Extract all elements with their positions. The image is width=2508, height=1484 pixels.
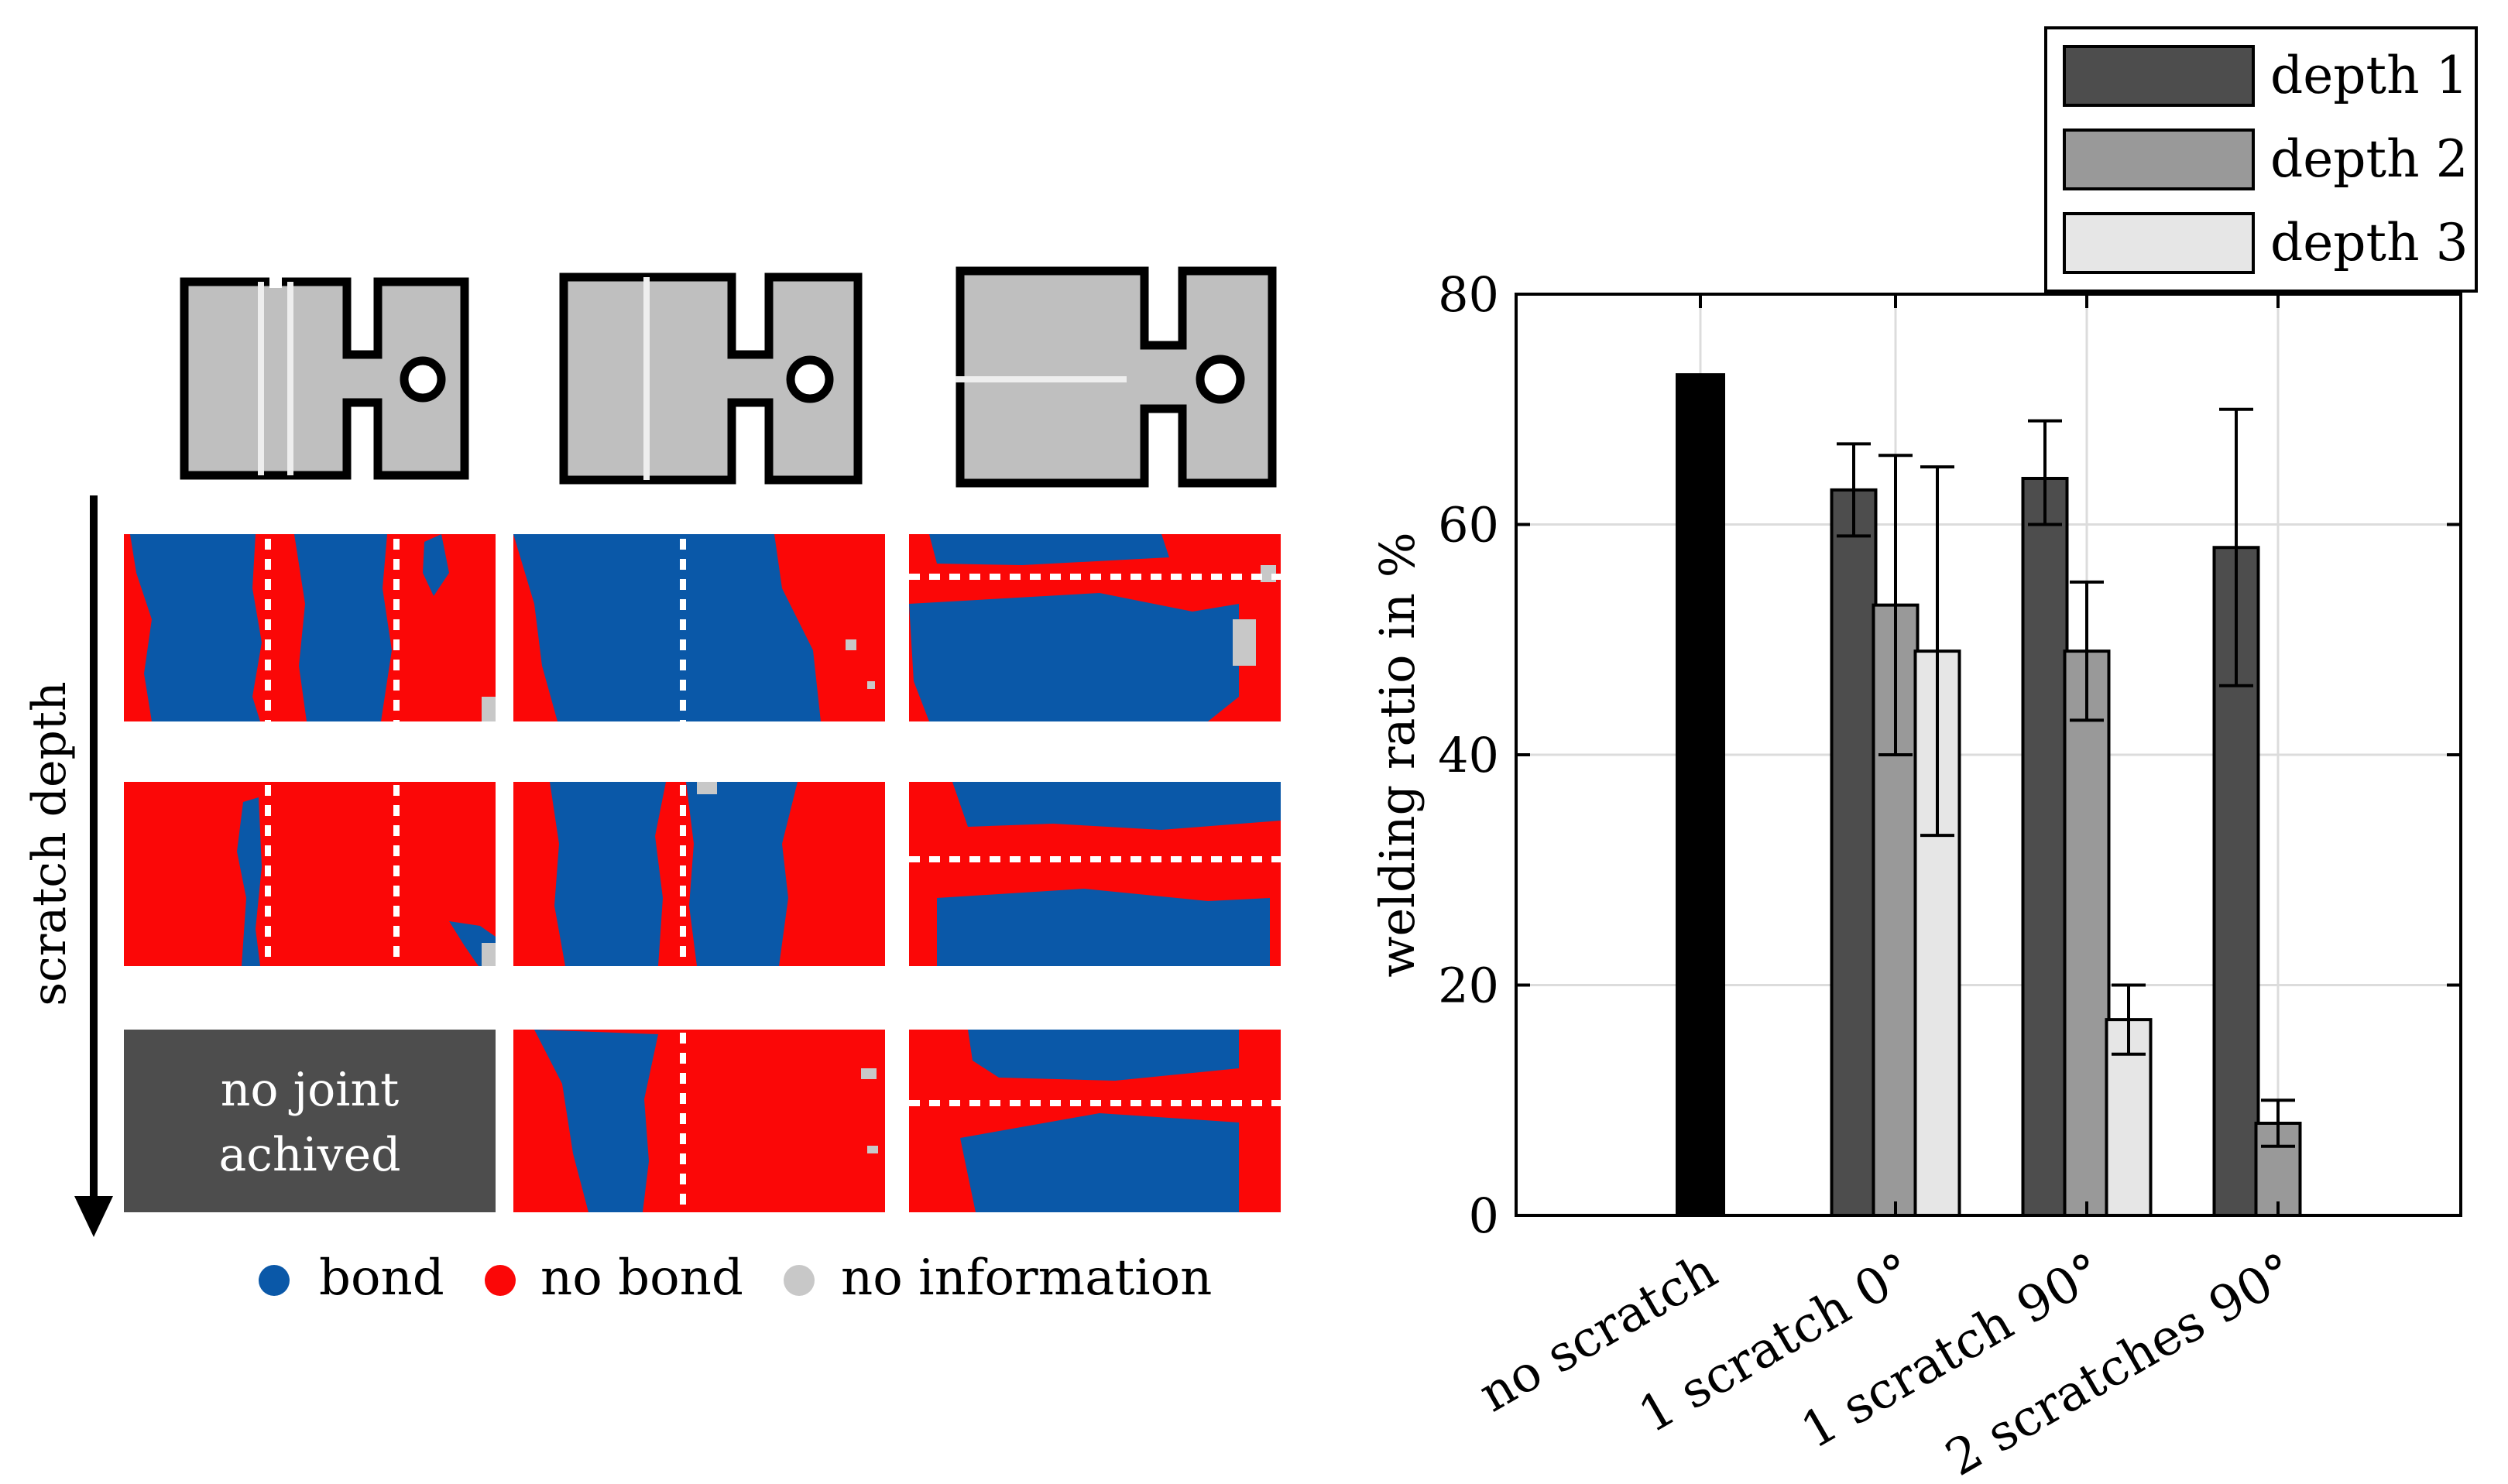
map-row-2-col-3 [909,782,1281,966]
bars [1676,373,2302,1217]
y-axis-ticks: 0 20 40 60 80 [1438,266,2461,1244]
bar-depth-1-cat-1 [1830,488,1878,1217]
bar-no-scratch [1676,373,1725,1217]
chart-legend: depth 1 depth 2 depth 3 [2044,26,2478,293]
no-joint-label-line2: achived [218,1128,400,1182]
bar-depth-1-cat-2 [2021,477,2069,1217]
legend-label-depth-2: depth 2 [2270,129,2469,189]
error-bars [1837,407,2295,1148]
legend-swatch-depth-3 [2063,212,2255,274]
specimen-icon-one-scratch-0deg [559,272,863,485]
legend-no-information-swatch [784,1265,815,1296]
map-row-2-col-2 [513,782,885,966]
legend-no-bond-swatch [485,1265,516,1296]
legend-label-depth-1: depth 1 [2270,46,2469,105]
scratch-maps-panel: scratch depth [22,266,1281,1307]
legend-bond-swatch [259,1265,290,1296]
map-row-1-col-3 [909,534,1281,721]
ytick-label-60: 60 [1438,497,1499,554]
map-legend: bond no bond no information [259,1249,1212,1307]
grid [1516,294,2461,1215]
no-joint-box: no joint achived [124,1030,496,1212]
map-row-1-col-1 [124,534,496,721]
ytick-label-20: 20 [1438,958,1499,1014]
bar-depth-2-cat-2 [2063,649,2111,1217]
map-row-2-col-1 [124,782,496,966]
legend-bond-label: bond [319,1249,444,1307]
scratch-depth-label: scratch depth [22,681,77,1006]
map-row-3-col-2 [513,1030,885,1212]
y-axis-label: welding ratio in % [1369,532,1426,977]
map-row-1-col-2 [513,534,885,721]
ytick-label-80: 80 [1438,266,1499,323]
legend-no-bond-label: no bond [540,1249,743,1307]
no-joint-label-line1: no joint [221,1063,400,1117]
legend-label-depth-3: depth 3 [2270,213,2469,272]
legend-swatch-depth-1 [2063,45,2255,107]
map-row-3-col-3 [909,1030,1281,1212]
specimen-icon-two-scratches-0deg [180,277,469,480]
ytick-label-0: 0 [1469,1188,1499,1244]
legend-no-information-label: no information [841,1249,1212,1307]
legend-swatch-depth-2 [2063,129,2255,190]
bar-depth-2-cat-1 [1872,603,1920,1217]
scratch-depth-arrow [74,495,113,1237]
ytick-label-40: 40 [1438,727,1499,783]
specimen-icon-one-scratch-90deg [956,266,1277,488]
xtick-label-3: 2 scratches 90° [1937,1242,2304,1484]
